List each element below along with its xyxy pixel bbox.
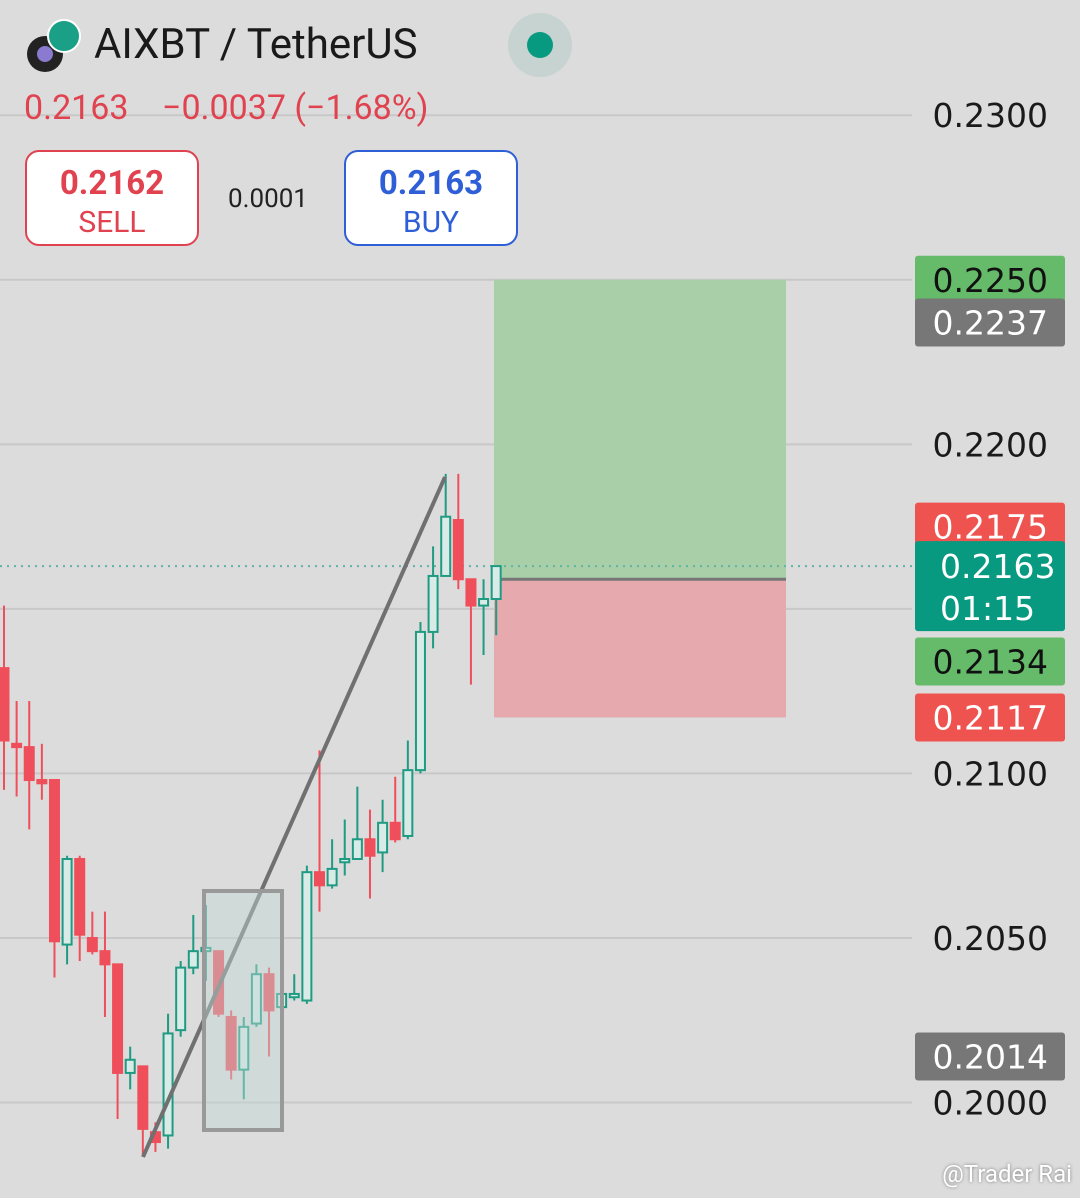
candle-body [427, 574, 439, 633]
candle-body [175, 966, 187, 1032]
candle-body [74, 858, 86, 936]
price-marker [915, 255, 1065, 304]
y-tick-label: 0.2300 [933, 96, 1048, 135]
sell-label: SELL [78, 205, 146, 240]
candle-body [351, 838, 363, 861]
price-change: −0.0037 (−1.68%) [162, 88, 429, 128]
candle-body [364, 838, 376, 857]
price-marker [915, 693, 1065, 742]
pair-title: AIXBT / TetherUS [94, 20, 418, 69]
price-marker-label: 0.2175 [933, 508, 1048, 547]
candle-body [377, 821, 389, 854]
loss-zone [494, 579, 786, 718]
price-marker [915, 502, 1065, 551]
status-dot [527, 32, 553, 58]
price-marker-label: 0.2134 [933, 643, 1048, 682]
candle-body [99, 950, 111, 966]
price-marker [915, 298, 1065, 347]
price-marker-label: 0.2250 [933, 261, 1048, 300]
y-tick-label: 0.2050 [933, 919, 1048, 958]
candle-body [465, 578, 477, 607]
price-marker-label: 0.2237 [933, 304, 1048, 343]
candle-body [86, 936, 98, 953]
current-price-marker [915, 541, 1065, 632]
candle-body [250, 973, 262, 1025]
profit-zone [494, 279, 786, 580]
candle-body [11, 742, 23, 749]
price-marker [915, 637, 1065, 686]
candle-body [225, 1015, 237, 1071]
candle-body [389, 821, 401, 841]
candle-body [452, 519, 464, 581]
candle-body [23, 746, 35, 782]
candle-body [301, 871, 313, 1002]
y-tick-label: 0.2000 [933, 1084, 1048, 1123]
trend-line [141, 476, 447, 1158]
candle-body [402, 769, 414, 837]
price-marker [915, 1032, 1065, 1081]
candle-body [314, 871, 325, 887]
candle-body [61, 858, 73, 946]
buy-label: BUY [402, 205, 460, 240]
candle-body [48, 779, 60, 943]
candle-body [478, 598, 490, 607]
countdown: 01:15 [940, 589, 1035, 628]
buy-price: 0.2163 [378, 164, 484, 203]
candle-body [112, 963, 124, 1074]
range-box [202, 889, 284, 1132]
candle-body [288, 992, 300, 999]
buy-button[interactable]: 0.2163 BUY [344, 150, 518, 246]
sell-button[interactable]: 0.2162 SELL [25, 150, 199, 246]
candle-body [0, 667, 10, 742]
y-tick-label: 0.2100 [933, 754, 1048, 793]
spread: 0.0001 [228, 184, 308, 214]
candle-body [339, 858, 351, 864]
candle-body [162, 1032, 174, 1137]
candle-body [238, 1025, 250, 1071]
tether-badge [47, 19, 81, 53]
candle-body [263, 973, 275, 1012]
candle-body [137, 1065, 149, 1130]
last-price: 0.2163 [24, 88, 129, 128]
price-marker-label: 0.2117 [933, 698, 1048, 737]
price-marker-label: 0.2014 [933, 1037, 1048, 1076]
current-price-label: 0.2163 [940, 547, 1055, 586]
candle-body [414, 630, 426, 772]
candle-body [326, 867, 338, 887]
sell-price: 0.2162 [59, 164, 165, 203]
candle-body [490, 565, 502, 600]
watermark: @Trader Rai [942, 1160, 1072, 1188]
candle-body [36, 779, 48, 785]
y-tick-label: 0.2200 [933, 425, 1048, 464]
coin-icon-inner [37, 46, 53, 62]
candle-body [187, 950, 199, 969]
candle-body [440, 515, 452, 577]
candle-body [124, 1058, 136, 1074]
